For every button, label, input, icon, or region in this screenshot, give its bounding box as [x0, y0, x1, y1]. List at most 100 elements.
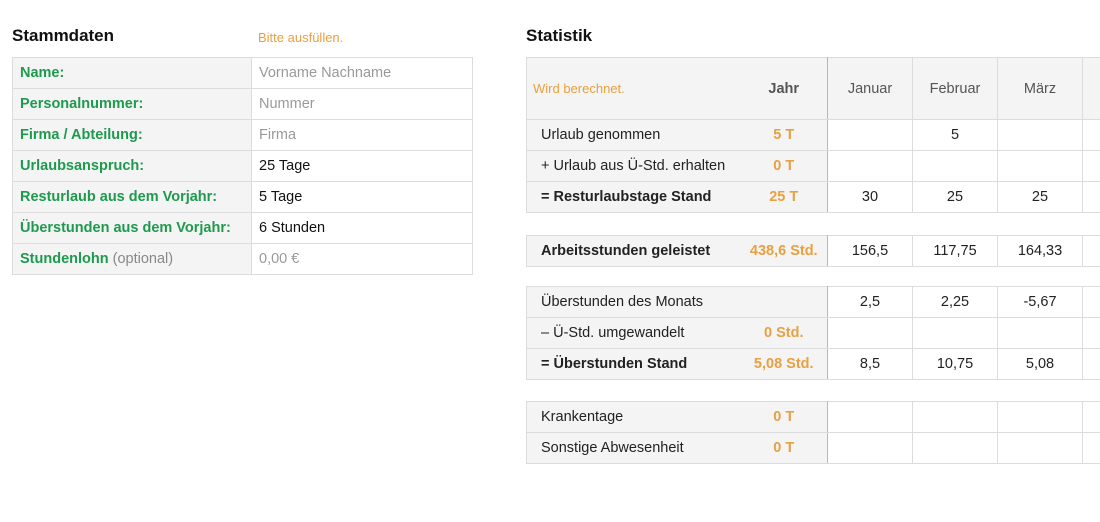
- year-total: 0 T: [740, 432, 828, 464]
- statistik-title: Statistik: [526, 26, 593, 45]
- month-value[interactable]: [997, 317, 1083, 349]
- year-header: Jahr: [740, 57, 828, 120]
- month-value[interactable]: [827, 317, 913, 349]
- field-input[interactable]: 5 Tage: [251, 181, 473, 213]
- row-label: – Ü-Std. umgewandelt: [526, 317, 741, 349]
- month-value[interactable]: [912, 401, 998, 433]
- field-input[interactable]: 6 Stunden: [251, 212, 473, 244]
- field-label: Personalnummer:: [12, 88, 252, 120]
- stammdaten-row: Stundenlohn (optional) 0,00 €: [12, 243, 473, 275]
- month-value[interactable]: 5,08: [997, 348, 1083, 380]
- month-value[interactable]: [1082, 401, 1100, 433]
- month-value[interactable]: 2,5: [827, 286, 913, 318]
- statistik-row: Sonstige Abwesenheit 0 T: [526, 432, 1100, 464]
- statistik-row: + Urlaub aus Ü-Std. erhalten 0 T: [526, 150, 1100, 182]
- field-label: Name:: [12, 57, 252, 89]
- stammdaten-row: Personalnummer: Nummer: [12, 88, 473, 120]
- field-input[interactable]: Nummer: [251, 88, 473, 120]
- month-value[interactable]: [1082, 432, 1100, 464]
- label-suffix: (optional): [112, 251, 174, 267]
- month-value[interactable]: [1082, 317, 1100, 349]
- field-input[interactable]: 25 Tage: [251, 150, 473, 182]
- month-header: Januar: [827, 57, 913, 120]
- year-total: [740, 286, 828, 318]
- stammdaten-title: Stammdaten: [12, 26, 115, 45]
- stammdaten-row: Urlaubsanspruch: 25 Tage: [12, 150, 473, 182]
- month-value[interactable]: [827, 119, 913, 151]
- field-label: Resturlaub aus dem Vorjahr:: [12, 181, 252, 213]
- month-value[interactable]: -5,67: [997, 286, 1083, 318]
- statistik-row: = Resturlaubstage Stand 25 T 30 25 25: [526, 181, 1100, 213]
- field-input[interactable]: Vorname Nachname: [251, 57, 473, 89]
- month-value[interactable]: [1082, 119, 1100, 151]
- month-value[interactable]: 30: [827, 181, 913, 213]
- statistik-row: Urlaub genommen 5 T 5: [526, 119, 1100, 151]
- statistik-table: Arbeitsstunden geleistet 438,6 Std. 156,5 1…: [526, 235, 1100, 267]
- row-label: + Urlaub aus Ü-Std. erhalten: [526, 150, 741, 182]
- month-value[interactable]: 25: [997, 181, 1083, 213]
- statistik-row: Überstunden des Monats 2,5 2,25 -5,67: [526, 286, 1100, 318]
- month-value[interactable]: [1082, 286, 1100, 318]
- year-total: 0 Std.: [740, 317, 828, 349]
- month-header: März: [997, 57, 1083, 120]
- label-text: Urlaubsanspruch:: [20, 158, 145, 174]
- month-value[interactable]: [827, 401, 913, 433]
- year-total: 0 T: [740, 150, 828, 182]
- statistik-row: = Überstunden Stand 5,08 Std. 8,5 10,75 5,08: [526, 348, 1100, 380]
- year-total: 0 T: [740, 401, 828, 433]
- field-input[interactable]: Firma: [251, 119, 473, 151]
- month-value[interactable]: [1082, 181, 1100, 213]
- month-value[interactable]: 25: [912, 181, 998, 213]
- month-value[interactable]: [912, 150, 998, 182]
- stammdaten-row: Name: Vorname Nachname: [12, 57, 473, 89]
- month-value[interactable]: 117,75: [912, 235, 998, 267]
- month-value[interactable]: [1082, 235, 1100, 267]
- month-value[interactable]: [997, 432, 1083, 464]
- month-value[interactable]: 5: [912, 119, 998, 151]
- month-value[interactable]: [827, 150, 913, 182]
- year-total: 5 T: [740, 119, 828, 151]
- row-label: Krankentage: [526, 401, 741, 433]
- month-value[interactable]: 2,25: [912, 286, 998, 318]
- statistik-row: Krankentage 0 T: [526, 401, 1100, 433]
- year-total: 438,6 Std.: [740, 235, 828, 267]
- month-header: [1082, 57, 1100, 120]
- statistik-row: Arbeitsstunden geleistet 438,6 Std. 156,5 1…: [526, 235, 1100, 267]
- month-value[interactable]: [997, 150, 1083, 182]
- statistik-table: Wird berechnet. Jahr Januar Februar März Urla…: [526, 57, 1100, 213]
- month-value[interactable]: 8,5: [827, 348, 913, 380]
- field-label: Stundenlohn (optional): [12, 243, 252, 275]
- row-label: Überstunden des Monats: [526, 286, 741, 318]
- field-input[interactable]: 0,00 €: [251, 243, 473, 275]
- month-value[interactable]: 10,75: [912, 348, 998, 380]
- stammdaten-row: Firma / Abteilung: Firma: [12, 119, 473, 151]
- statistik-header-row: Wird berechnet. Jahr Januar Februar März: [526, 57, 1100, 120]
- label-text: Personalnummer:: [20, 96, 144, 112]
- label-text: Überstunden aus dem Vorjahr:: [20, 220, 231, 236]
- calc-hint: Wird berechnet.: [526, 57, 741, 120]
- month-value[interactable]: [1082, 150, 1100, 182]
- row-label: Sonstige Abwesenheit: [526, 432, 741, 464]
- month-value[interactable]: [997, 401, 1083, 433]
- field-label: Urlaubsanspruch:: [12, 150, 252, 182]
- month-value[interactable]: 156,5: [827, 235, 913, 267]
- month-value[interactable]: [997, 119, 1083, 151]
- month-value[interactable]: [1082, 348, 1100, 380]
- label-text: Name:: [20, 65, 65, 81]
- month-header: Februar: [912, 57, 998, 120]
- year-total: 25 T: [740, 181, 828, 213]
- label-text: Firma / Abteilung:: [20, 127, 143, 143]
- statistik-table: Überstunden des Monats 2,5 2,25 -5,67 – Ü-St…: [526, 286, 1100, 380]
- row-label: = Resturlaubstage Stand: [526, 181, 741, 213]
- label-text: Resturlaub aus dem Vorjahr:: [20, 189, 218, 205]
- stammdaten-row: Überstunden aus dem Vorjahr: 6 Stunden: [12, 212, 473, 244]
- month-value[interactable]: [912, 317, 998, 349]
- stammdaten-hint: Bitte ausfüllen.: [258, 30, 344, 45]
- stammdaten-table: Name: Vorname Nachname Personalnummer: Numm…: [12, 57, 473, 275]
- month-value[interactable]: 164,33: [997, 235, 1083, 267]
- month-value[interactable]: [827, 432, 913, 464]
- row-label: = Überstunden Stand: [526, 348, 741, 380]
- month-value[interactable]: [912, 432, 998, 464]
- year-total: 5,08 Std.: [740, 348, 828, 380]
- statistik-table: Krankentage 0 T Sonstige Abwesenheit 0 T: [526, 401, 1100, 464]
